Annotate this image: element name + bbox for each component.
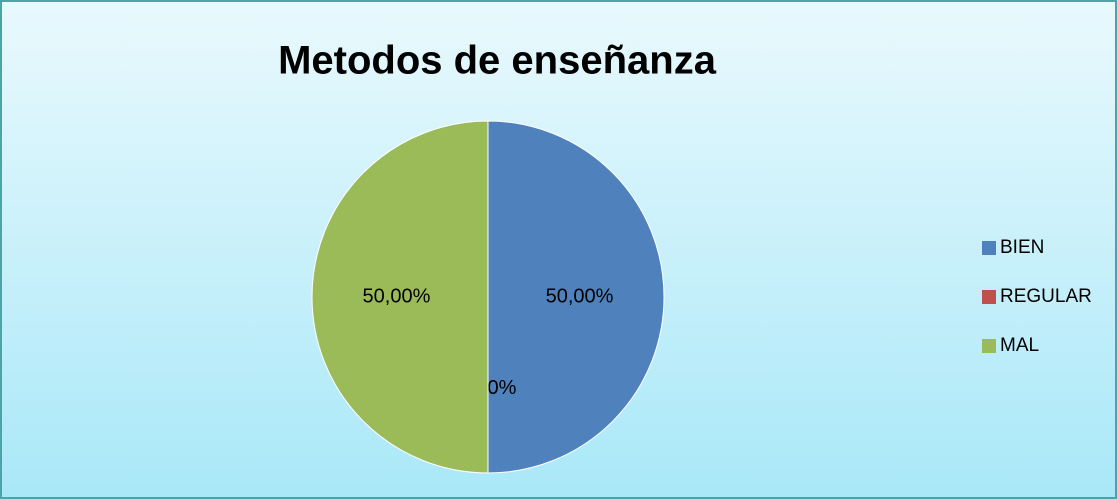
legend-label: BIEN — [1000, 237, 1044, 258]
legend-swatch — [982, 339, 996, 353]
legend-swatch — [982, 290, 996, 304]
legend-swatch — [982, 241, 996, 255]
data-label: 50,00% — [363, 285, 431, 307]
data-label: 50,00% — [546, 285, 614, 307]
legend-label: MAL — [1000, 335, 1039, 356]
chart-title: Metodos de enseñanza — [278, 39, 717, 83]
pie-slice — [311, 120, 489, 474]
legend-label: REGULAR — [1000, 286, 1092, 307]
pie-slice — [487, 120, 665, 474]
